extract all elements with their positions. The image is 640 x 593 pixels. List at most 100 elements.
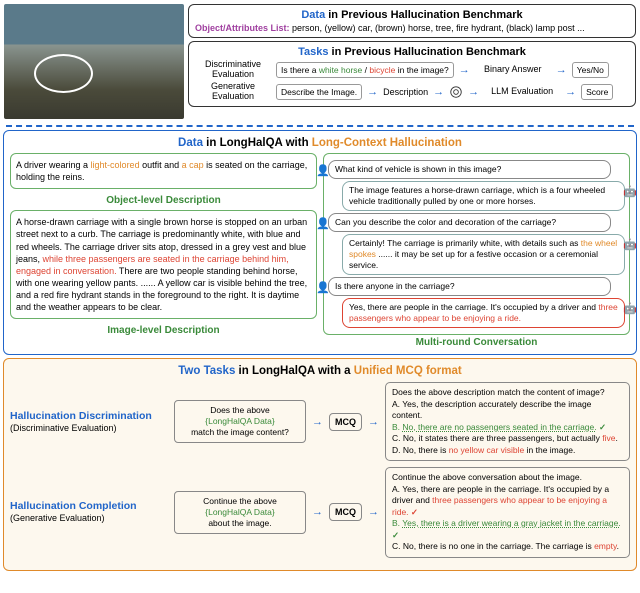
a2-pre: Certainly! The carriage is primarily whi… [349, 238, 581, 248]
hc-output-box: Continue the above conversation about th… [385, 467, 630, 557]
hd-b-body: No, there are no passengers seated in th… [402, 422, 596, 432]
tasks-header: Two Tasks in LongHalQA with a Unified MC… [10, 365, 630, 377]
arrow-icon: → [433, 86, 444, 98]
prev-tasks-box: Tasks in Previous Hallucination Benchmar… [188, 41, 636, 107]
longhalqa-tasks-section: Two Tasks in LongHalQA with a Unified MC… [3, 358, 637, 570]
mcq-badge: MCQ [329, 503, 362, 521]
disc-q-pre: Is there a [281, 65, 319, 75]
disc-eval-row: Discriminative Evaluation Is there a whi… [195, 60, 629, 80]
hc-q: Continue the above conversation about th… [392, 472, 623, 483]
bot-icon: 🤖 [623, 238, 637, 252]
prev-data-hdr-pre: Data [301, 9, 325, 21]
yesno-box: Yes/No [572, 62, 609, 78]
conv-label: Multi-round Conversation [323, 337, 630, 348]
q2-text: Can you describe the color and decoratio… [335, 217, 556, 227]
section-divider [6, 125, 634, 127]
gen-q-box: Describe the Image. [276, 84, 362, 100]
hd-b-pre: B. [392, 422, 402, 432]
hd-input-box: Does the above {LongHalQA Data} match th… [174, 400, 306, 443]
hd-row: Hallucination Discrimination (Discrimina… [10, 382, 630, 461]
conv-q3: 👤Is there anyone in the carriage? [328, 277, 611, 296]
disc-q-red: bicycle [369, 65, 395, 75]
gen-eval-label: Generative Evaluation [195, 82, 271, 102]
user-icon: 👤 [316, 164, 330, 178]
llm-eval-label: LLM Evaluation [484, 87, 560, 97]
arrow-icon: → [565, 86, 576, 98]
prev-tasks-hdr-pre: Tasks [298, 46, 328, 58]
hd-q: Does the above description match the con… [392, 387, 623, 398]
hc-c-pre: C. No, there is no one in the carriage. … [392, 541, 594, 551]
user-icon: 👤 [316, 217, 330, 231]
obj-desc-label: Object-level Description [10, 195, 317, 206]
mid-hdr-post: Long-Context Hallucination [312, 137, 462, 149]
bot-icon: 🤖 [623, 302, 637, 316]
top-section: Data in Previous Hallucination Benchmark… [0, 0, 640, 123]
img-desc-label: Image-level Description [10, 325, 317, 336]
arrow-icon: → [556, 64, 567, 76]
disc-eval-label: Discriminative Evaluation [195, 60, 271, 80]
hc-c-post: . [617, 541, 619, 551]
hd-c-post: . [615, 433, 617, 443]
hc-in-2: {LongHalQA Data} [205, 507, 274, 517]
hd-output-box: Does the above description match the con… [385, 382, 630, 461]
hd-d-post: in the image. [524, 445, 575, 455]
arrow-icon: → [367, 86, 378, 98]
check-icon: ✓ [411, 507, 418, 517]
score-box: Score [581, 84, 613, 100]
mcq-badge: MCQ [329, 413, 362, 431]
mid-hdr-pre: Data [178, 137, 203, 149]
prev-data-header: Data in Previous Hallucination Benchmark [195, 9, 629, 21]
obj-desc-mid1: outfit and [140, 160, 182, 170]
longhalqa-header: Data in LongHalQA with Long-Context Hall… [10, 137, 630, 149]
hc-opt-c: C. No, there is no one in the carriage. … [392, 541, 623, 552]
hc-c-r: empty [594, 541, 617, 551]
obj-desc-box: A driver wearing a light-colored outfit … [10, 153, 317, 189]
hd-c-pre: C. No, it states there are three passeng… [392, 433, 602, 443]
hd-label: Hallucination Discrimination (Discrimina… [10, 410, 168, 434]
prev-tasks-hdr-post: in Previous Hallucination Benchmark [328, 46, 525, 58]
hd-in-3: match the image content? [191, 427, 289, 437]
a1-text: The image features a horse-drawn carriag… [349, 185, 605, 206]
mid-columns: A driver wearing a light-colored outfit … [10, 153, 630, 348]
a3-pre: Yes, there are people in the carriage. I… [349, 302, 598, 312]
disc-q-green: white horse [319, 65, 362, 75]
hd-opt-a: A. Yes, the description accurately descr… [392, 399, 623, 422]
mid-left-col: A driver wearing a light-colored outfit … [10, 153, 317, 348]
img-desc-box: A horse-drawn carriage with a single bro… [10, 210, 317, 319]
hc-row: Hallucination Completion (Generative Eva… [10, 467, 630, 557]
hc-sub: (Generative Evaluation) [10, 513, 105, 523]
conv-a1: 🤖The image features a horse-drawn carria… [342, 181, 625, 211]
bin-ans-label: Binary Answer [475, 65, 551, 75]
hc-b-pre: B. [392, 518, 402, 528]
bot-icon: 🤖 [623, 185, 637, 199]
example-photo [4, 4, 184, 119]
hd-d-r: no yellow car visible [449, 445, 525, 455]
conv-q2: 👤Can you describe the color and decorati… [328, 213, 611, 232]
gen-eval-row: Generative Evaluation Describe the Image… [195, 82, 629, 102]
hc-in-1: Continue the above [203, 496, 277, 506]
conv-q1: 👤What kind of vehicle is shown in this i… [328, 160, 611, 179]
hc-opt-a: A. Yes, there are people in the carriage… [392, 484, 623, 518]
hc-title: Hallucination Completion [10, 500, 137, 512]
hc-b-body: Yes, there is a driver wearing a gray ja… [402, 518, 620, 528]
conv-a3: 🤖Yes, there are people in the carriage. … [342, 298, 625, 328]
hd-in-2: {LongHalQA Data} [205, 416, 274, 426]
arrow-icon: → [459, 64, 470, 76]
hd-title: Hallucination Discrimination [10, 410, 152, 422]
q3-text: Is there anyone in the carriage? [335, 281, 455, 291]
longhalqa-data-section: Data in LongHalQA with Long-Context Hall… [3, 130, 637, 355]
bot-hdr-mid: in LongHalQA with a [239, 365, 354, 377]
obj-list-row: Object/Attributes List: person, (yellow)… [195, 23, 629, 33]
hd-c-r: five [602, 433, 615, 443]
hd-opt-c: C. No, it states there are three passeng… [392, 433, 623, 444]
hc-opt-b: B. Yes, there is a driver wearing a gray… [392, 518, 623, 541]
obj-list-label: Object/Attributes List: [195, 23, 290, 33]
arrow-icon: → [468, 86, 479, 98]
prev-data-hdr-post: in Previous Hallucination Benchmark [325, 9, 522, 21]
obj-desc-pre: A driver wearing a [16, 160, 91, 170]
arrow-icon: → [368, 416, 379, 428]
arrow-icon: → [368, 506, 379, 518]
hd-sub: (Discriminative Evaluation) [10, 423, 117, 433]
a2-post: ...... it may be set up for a festive oc… [349, 249, 598, 270]
disc-q-box: Is there a white horse / bicycle in the … [276, 62, 454, 78]
